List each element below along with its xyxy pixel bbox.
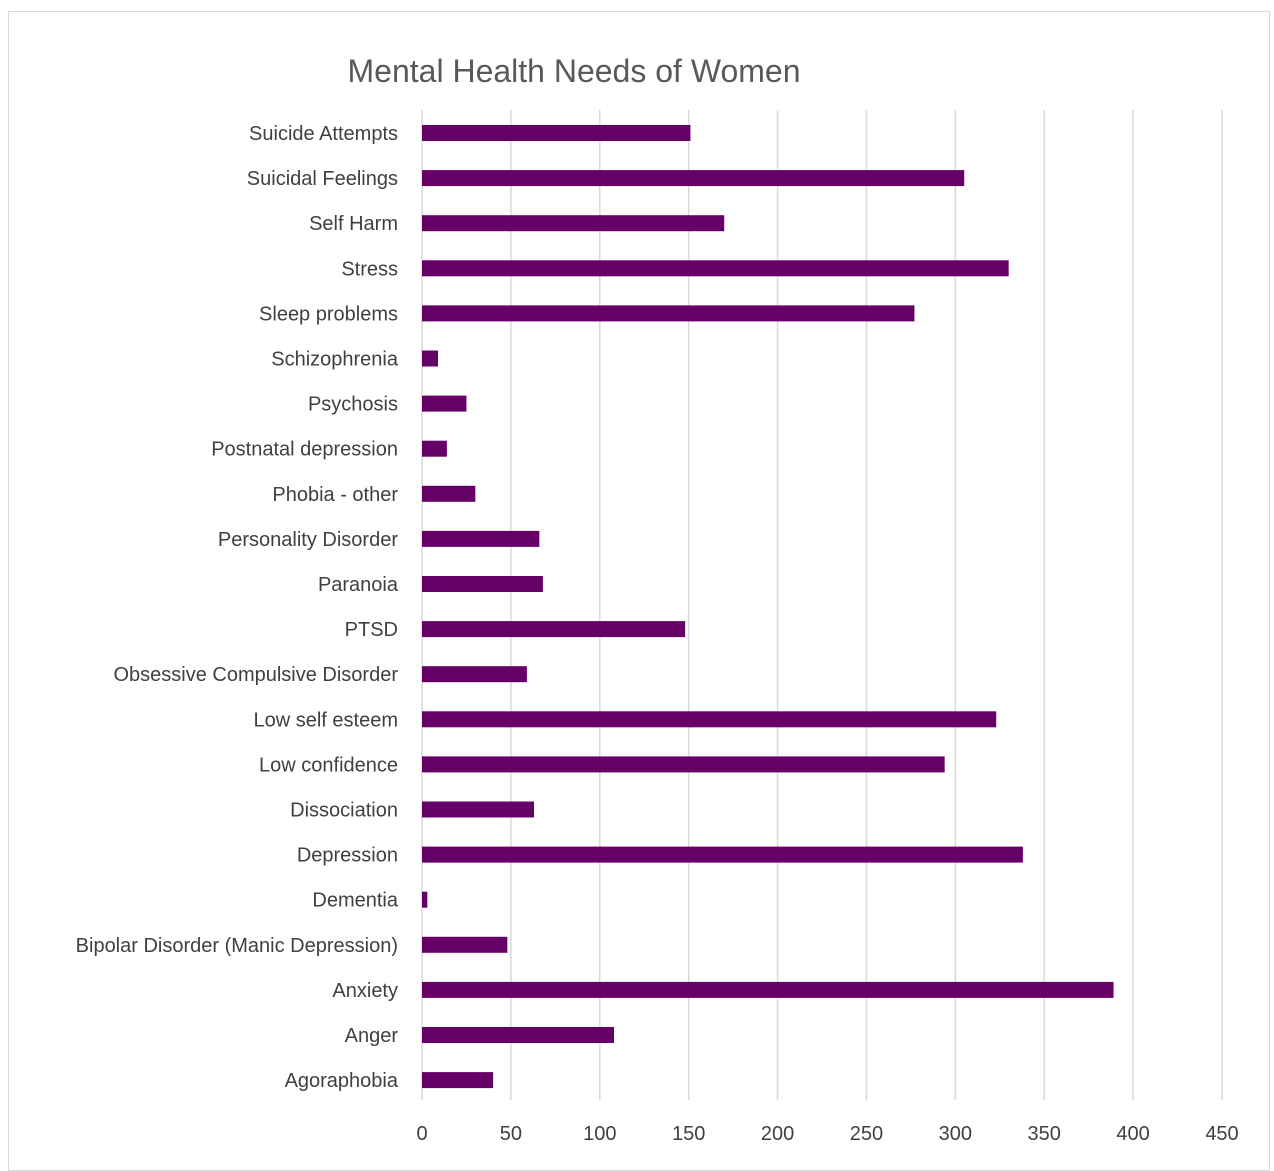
- bar: [422, 305, 915, 322]
- x-tick-label: 150: [672, 1123, 705, 1145]
- category-label: Low confidence: [259, 754, 398, 776]
- category-label: Low self esteem: [253, 709, 398, 731]
- category-label: Stress: [341, 258, 398, 280]
- bar: [422, 530, 540, 547]
- category-label: Self Harm: [309, 213, 398, 235]
- x-tick-label: 400: [1116, 1123, 1149, 1145]
- category-label: Personality Disorder: [218, 529, 398, 551]
- bar: [422, 440, 447, 457]
- category-label: Dementia: [312, 890, 398, 912]
- bar: [422, 846, 1023, 863]
- x-tick-label: 250: [850, 1123, 883, 1145]
- bars: [422, 125, 1114, 1089]
- bar: [422, 260, 1009, 277]
- bar: [422, 981, 1114, 998]
- category-label: Agoraphobia: [285, 1070, 399, 1092]
- x-tick-label: 450: [1205, 1123, 1238, 1145]
- bar: [422, 215, 725, 232]
- x-tick-label: 300: [939, 1123, 972, 1145]
- bar: [422, 666, 527, 683]
- bar: [422, 891, 428, 908]
- bar: [422, 1027, 614, 1043]
- grid-lines: [421, 110, 1223, 1100]
- bar: [422, 125, 691, 141]
- category-label: Suicide Attempts: [249, 123, 398, 145]
- bar: [422, 485, 476, 502]
- bar: [422, 756, 945, 773]
- category-label: Schizophrenia: [271, 349, 399, 371]
- category-labels: Suicide Attempts Suicidal Feelings Self Ha…: [76, 123, 399, 1092]
- bar: [422, 801, 534, 818]
- category-label: Psychosis: [308, 394, 398, 416]
- bar: [422, 395, 467, 412]
- bar: [422, 170, 965, 187]
- category-label: Bipolar Disorder (Manic Depression): [76, 935, 398, 957]
- category-label: Anger: [345, 1025, 399, 1047]
- x-tick-label: 50: [500, 1123, 522, 1145]
- category-label: Suicidal Feelings: [247, 168, 398, 190]
- x-axis-tick-labels: 0 50 100 150 200 250 300 350 400 450: [416, 1123, 1238, 1145]
- category-label: Paranoia: [318, 574, 399, 596]
- category-label: Phobia - other: [272, 484, 398, 506]
- chart-title: Mental Health Needs of Women: [348, 53, 801, 89]
- bar: [422, 711, 997, 728]
- category-label: Dissociation: [290, 800, 398, 822]
- category-label: Sleep problems: [259, 303, 398, 325]
- x-tick-label: 0: [416, 1123, 427, 1145]
- bar: [422, 621, 686, 638]
- bar: [422, 350, 438, 367]
- x-tick-label: 200: [761, 1123, 794, 1145]
- chart-frame: [8, 11, 1270, 1171]
- bar: [422, 576, 543, 592]
- x-tick-label: 100: [583, 1123, 616, 1145]
- category-label: Depression: [297, 845, 398, 867]
- category-label: PTSD: [345, 619, 398, 641]
- category-label: Postnatal depression: [211, 439, 398, 461]
- bar: [422, 1072, 494, 1089]
- category-label: Anxiety: [332, 980, 398, 1002]
- x-tick-label: 350: [1028, 1123, 1061, 1145]
- bar: [422, 936, 508, 953]
- category-label: Obsessive Compulsive Disorder: [113, 664, 398, 686]
